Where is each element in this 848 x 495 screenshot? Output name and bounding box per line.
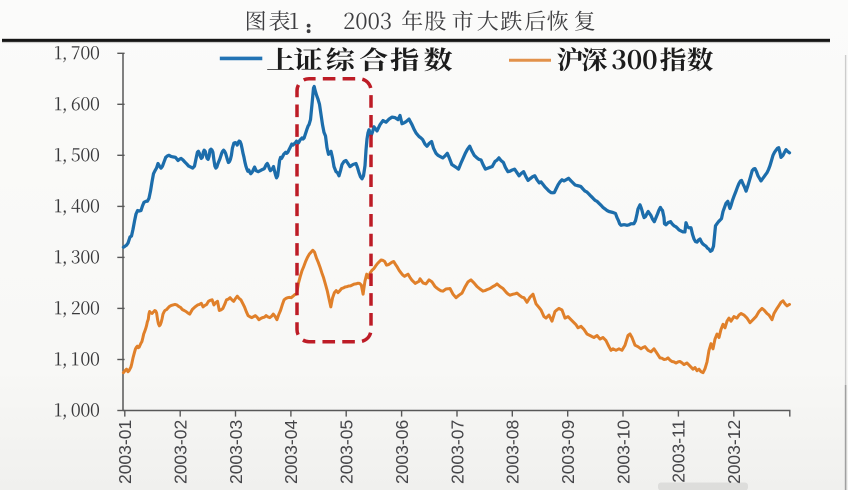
svg-text:2003-02: 2003-02 — [171, 420, 191, 484]
svg-text:2003-09: 2003-09 — [558, 420, 578, 484]
svg-text:2003-11: 2003-11 — [669, 420, 689, 483]
svg-text:2003-08: 2003-08 — [503, 420, 523, 484]
svg-text:2003-05: 2003-05 — [337, 420, 357, 484]
svg-text:2003-01: 2003-01 — [115, 420, 135, 484]
svg-text:2003-10: 2003-10 — [613, 420, 633, 484]
svg-text:2003-06: 2003-06 — [392, 420, 412, 484]
svg-text:2003-03: 2003-03 — [226, 420, 246, 484]
svg-text:2003-07: 2003-07 — [447, 420, 467, 484]
svg-text:2003-12: 2003-12 — [724, 420, 744, 484]
svg-text:2003-04: 2003-04 — [281, 420, 301, 484]
